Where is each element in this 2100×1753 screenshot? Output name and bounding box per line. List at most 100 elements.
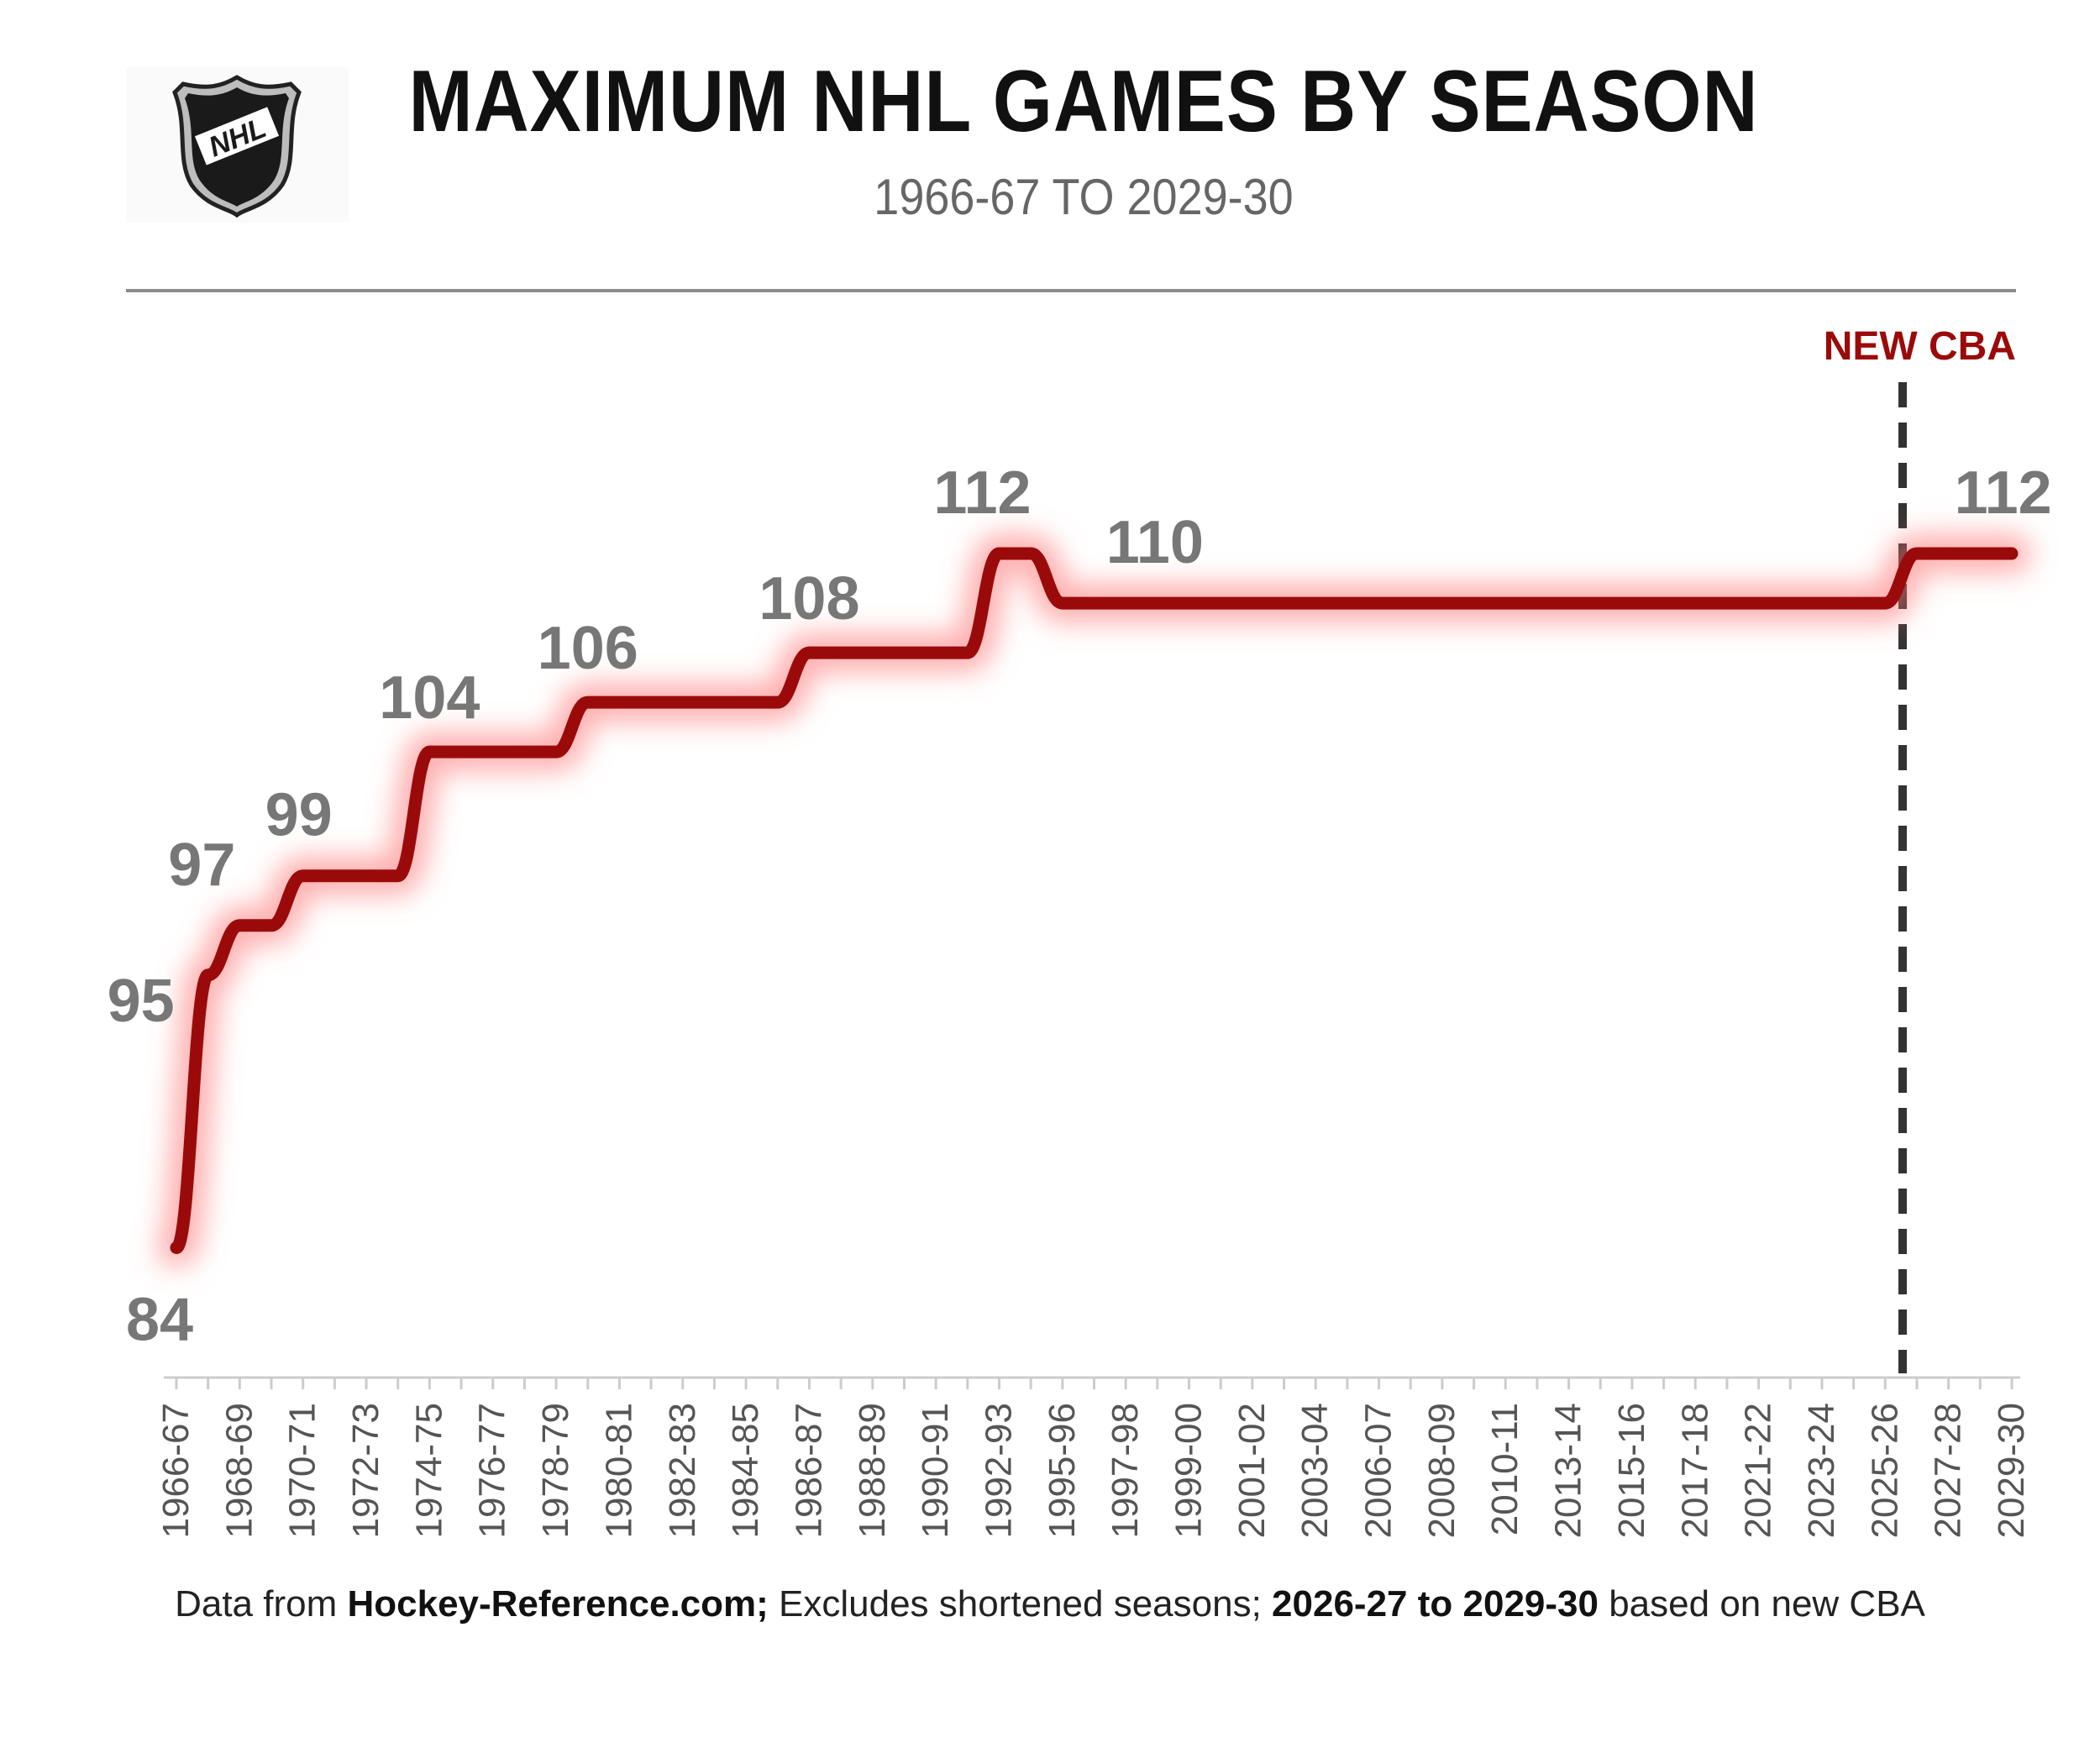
x-tick-label: 1966-67 — [155, 1403, 197, 1538]
chart-title: MAXIMUM NHL GAMES BY SEASON — [408, 53, 1759, 150]
x-tick-label: 1997-98 — [1105, 1403, 1146, 1538]
x-tick-label: 1986-87 — [788, 1403, 829, 1538]
data-point — [872, 652, 874, 653]
data-label: 104 — [379, 664, 480, 732]
footnote-source: Hockey-Reference.com; — [347, 1583, 769, 1624]
data-point — [270, 925, 272, 926]
data-point — [1821, 602, 1823, 604]
footnote-middle: Excludes shortened seasons; — [768, 1583, 1273, 1624]
data-point — [333, 875, 335, 877]
data-point — [1726, 602, 1728, 604]
data-point — [1189, 602, 1190, 604]
source-footnote: Data from Hockey-Reference.com; Excludes… — [0, 1583, 2100, 1625]
data-point — [1663, 602, 1665, 604]
data-point — [967, 652, 969, 653]
data-point — [176, 1247, 177, 1248]
data-labels: 84 95 97 99 104 106 108 112 110 112 — [108, 459, 2052, 1353]
footnote-range: 2026-27 to 2029-30 — [1272, 1583, 1599, 1624]
data-point — [1631, 602, 1633, 604]
data-point — [460, 751, 462, 753]
x-tick-label: 1984-85 — [725, 1403, 766, 1538]
data-point — [935, 652, 937, 653]
data-point — [1599, 602, 1601, 604]
data-point — [840, 652, 842, 653]
data-label: 112 — [933, 459, 1031, 527]
data-point — [1916, 553, 1918, 554]
x-tick-label: 2008-09 — [1421, 1403, 1462, 1538]
data-point — [903, 652, 905, 653]
x-tick-label: 2006-07 — [1358, 1403, 1399, 1538]
data-label: 110 — [1106, 509, 1204, 576]
data-point — [1948, 553, 1950, 554]
data-point — [713, 701, 715, 703]
x-tick-label: 1999-00 — [1168, 1403, 1210, 1538]
data-point — [1758, 602, 1760, 604]
x-tick-label: 2003-04 — [1294, 1403, 1336, 1538]
data-point — [302, 875, 304, 877]
data-point — [1853, 602, 1855, 604]
x-tick-label: 1995-96 — [1042, 1403, 1083, 1538]
data-point — [808, 652, 810, 653]
x-tick-label: 1980-81 — [598, 1403, 639, 1538]
x-tick-label: 1974-75 — [408, 1403, 449, 1538]
x-tick-label: 2023-24 — [1801, 1403, 1842, 1538]
data-point — [1694, 602, 1696, 604]
data-point — [1094, 602, 1095, 604]
data-point — [998, 553, 1000, 554]
data-point — [618, 701, 620, 703]
data-label: 108 — [759, 565, 859, 632]
footnote-suffix: based on new CBA — [1598, 1583, 1925, 1624]
data-point — [1125, 602, 1126, 604]
data-point — [1441, 602, 1443, 604]
data-point — [1473, 602, 1475, 604]
title-divider — [126, 289, 2016, 292]
data-point — [682, 701, 684, 703]
data-point — [1536, 602, 1538, 604]
data-point — [1252, 602, 1253, 604]
data-point — [1504, 602, 1506, 604]
x-axis: 1966-67 1968-69 1970-71 1972-73 1974-75 1976-… — [155, 1376, 2032, 1538]
data-point — [1315, 602, 1316, 604]
cba-label: NEW CBA — [1824, 324, 2016, 369]
data-point — [2011, 553, 2013, 554]
series-line-glow — [157, 534, 2031, 1268]
data-point — [1030, 553, 1032, 554]
data-point — [745, 701, 747, 703]
data-label: 112 — [1955, 459, 2052, 527]
x-tick-label: 2029-30 — [1991, 1403, 2032, 1538]
data-point — [587, 701, 589, 703]
x-tick-label: 2010-11 — [1484, 1403, 1525, 1535]
x-tick-label: 2025-26 — [1864, 1403, 1905, 1538]
x-tick-label: 2015-16 — [1611, 1403, 1652, 1538]
data-point — [1378, 602, 1380, 604]
x-tick-label: 2013-14 — [1548, 1403, 1589, 1538]
data-point — [428, 751, 430, 753]
data-point — [397, 875, 399, 877]
data-point — [1157, 602, 1158, 604]
data-label: 106 — [538, 615, 638, 682]
data-point — [1284, 602, 1285, 604]
x-tick-label: 1988-89 — [852, 1403, 893, 1538]
data-point — [239, 925, 240, 926]
x-tick-label: 2017-18 — [1674, 1403, 1715, 1538]
series-group — [157, 534, 2031, 1268]
data-point — [650, 701, 652, 703]
data-point — [523, 751, 525, 753]
chart-subtitle: 1966-67 TO 2029-30 — [874, 169, 1294, 225]
data-point — [1568, 602, 1570, 604]
data-point — [1884, 602, 1886, 604]
x-tick-label: 2027-28 — [1928, 1403, 1969, 1538]
data-point — [1220, 602, 1221, 604]
data-point — [555, 751, 557, 753]
data-point — [1979, 553, 1981, 554]
data-label: 95 — [108, 968, 175, 1035]
data-label: 97 — [168, 832, 235, 899]
x-tick-label: 2001-02 — [1231, 1403, 1273, 1538]
data-point — [207, 974, 209, 976]
data-label: 99 — [265, 782, 333, 849]
nhl-shield-icon: NHL — [172, 75, 302, 218]
data-point — [1062, 602, 1063, 604]
data-label: 84 — [126, 1286, 193, 1353]
data-point — [1789, 602, 1791, 604]
